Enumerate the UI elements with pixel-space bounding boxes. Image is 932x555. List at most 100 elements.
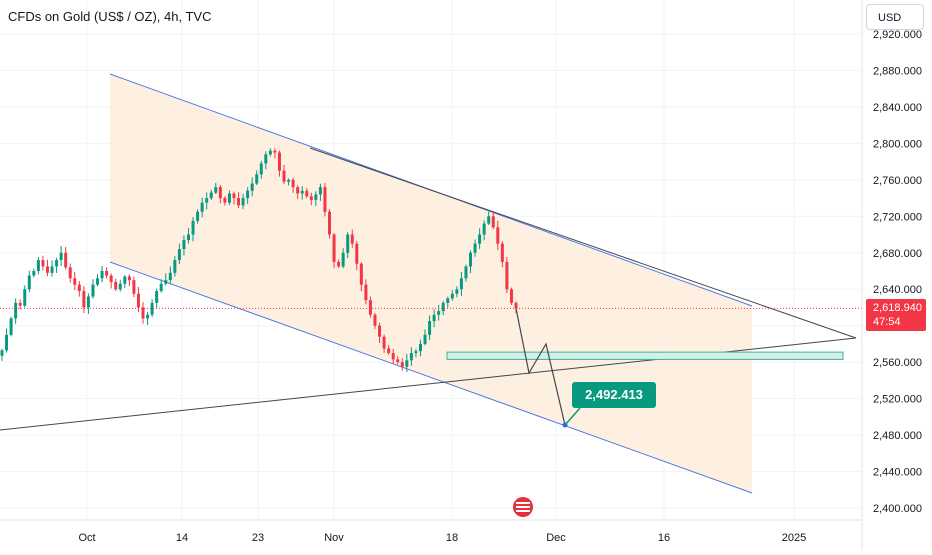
candle-body xyxy=(32,271,36,276)
y-tick-label: 2,560.000 xyxy=(873,357,922,369)
candle-body xyxy=(123,276,127,284)
candle-body xyxy=(355,243,359,264)
candle-body xyxy=(164,280,168,284)
candle-body xyxy=(14,302,18,319)
candle-body xyxy=(350,234,354,244)
candle-body xyxy=(96,278,100,285)
candle-body xyxy=(191,220,195,235)
candle-body xyxy=(9,318,13,335)
x-tick-label: Dec xyxy=(546,532,566,544)
candle-body xyxy=(414,351,418,354)
candle-body xyxy=(469,252,473,267)
candle-body xyxy=(378,325,382,337)
candle-body xyxy=(59,252,63,261)
candle-body xyxy=(305,190,309,197)
candle-body xyxy=(218,187,222,199)
candle-body xyxy=(368,300,372,315)
candle-body xyxy=(337,261,341,267)
candlestick-series xyxy=(0,148,518,373)
candle-body xyxy=(282,170,286,182)
overlay-drawings xyxy=(0,307,862,517)
y-tick-label: 2,880.000 xyxy=(873,65,922,77)
candle-body xyxy=(455,289,459,294)
y-tick-label: 2,480.000 xyxy=(873,430,922,442)
candle-body xyxy=(273,150,277,153)
candle-body xyxy=(432,314,436,322)
candle-body xyxy=(73,278,77,285)
candle-body xyxy=(387,348,391,354)
candle-body xyxy=(309,196,313,200)
candle-body xyxy=(155,291,159,303)
x-tick-label: Oct xyxy=(78,532,95,544)
candle-body xyxy=(255,174,259,184)
candle-body xyxy=(418,343,422,352)
candle-body xyxy=(259,163,263,175)
y-tick-label: 2,680.000 xyxy=(873,248,922,260)
channel-lower-line xyxy=(109,261,753,494)
candle-body xyxy=(0,350,4,356)
candle-body xyxy=(23,289,27,306)
y-tick-label: 2,760.000 xyxy=(873,175,922,187)
candle-body xyxy=(514,302,518,309)
channel-fill xyxy=(110,74,752,493)
y-tick-label: 2,920.000 xyxy=(873,29,922,41)
candle-body xyxy=(359,263,363,285)
falling-trend-line xyxy=(309,147,857,339)
candle-body xyxy=(55,260,59,267)
candle-body xyxy=(246,190,250,199)
candle-body xyxy=(41,260,45,267)
last-price-tag: 2,618.940 47:54 xyxy=(866,299,926,331)
candle-body xyxy=(205,198,209,203)
candle-body xyxy=(509,289,513,303)
candle-body xyxy=(332,234,336,262)
candle-body xyxy=(318,187,322,195)
target-price-label[interactable]: 2,492.413 xyxy=(572,382,656,408)
candle-body xyxy=(496,227,500,244)
x-tick-label: 2025 xyxy=(782,532,806,544)
drawings-layer xyxy=(0,73,857,494)
candle-body xyxy=(127,276,131,281)
candle-body xyxy=(400,362,404,367)
candle-body xyxy=(241,198,245,206)
candle-body xyxy=(382,336,386,349)
broker-logo-stripe xyxy=(516,506,530,508)
candle-body xyxy=(173,260,177,273)
candle-body xyxy=(237,198,241,206)
candle-body xyxy=(5,334,9,351)
candle-body xyxy=(27,275,31,290)
x-tick-label: 14 xyxy=(176,532,188,544)
candle-body xyxy=(450,293,454,299)
y-tick-label: 2,800.000 xyxy=(873,138,922,150)
x-tick-label: 23 xyxy=(252,532,264,544)
candle-body xyxy=(300,190,304,194)
candle-body xyxy=(428,321,432,335)
y-tick-label: 2,520.000 xyxy=(873,394,922,406)
candle-body xyxy=(291,179,295,188)
candle-body xyxy=(264,154,268,164)
x-tick-label: 18 xyxy=(446,532,458,544)
candle-body xyxy=(223,198,227,203)
candle-body xyxy=(227,193,231,203)
candle-body xyxy=(341,252,345,267)
chart-title: CFDs on Gold (US$ / OZ), 4h, TVC xyxy=(8,9,212,24)
candle-body xyxy=(200,202,204,212)
candle-body xyxy=(409,353,413,361)
candle-body xyxy=(177,249,181,261)
candle-body xyxy=(109,275,113,282)
candle-body xyxy=(82,291,86,308)
candle-body xyxy=(346,234,350,253)
y-tick-label: 2,720.000 xyxy=(873,211,922,223)
currency-button[interactable]: USD xyxy=(866,4,924,30)
candle-body xyxy=(136,293,140,308)
candle-body xyxy=(296,187,300,194)
x-tick-label: 16 xyxy=(658,532,670,544)
candle-body xyxy=(68,267,72,279)
candle-body xyxy=(141,307,145,319)
candle-body xyxy=(482,223,486,235)
candle-body xyxy=(168,272,172,281)
candle-body xyxy=(487,216,491,224)
candle-body xyxy=(91,284,95,297)
